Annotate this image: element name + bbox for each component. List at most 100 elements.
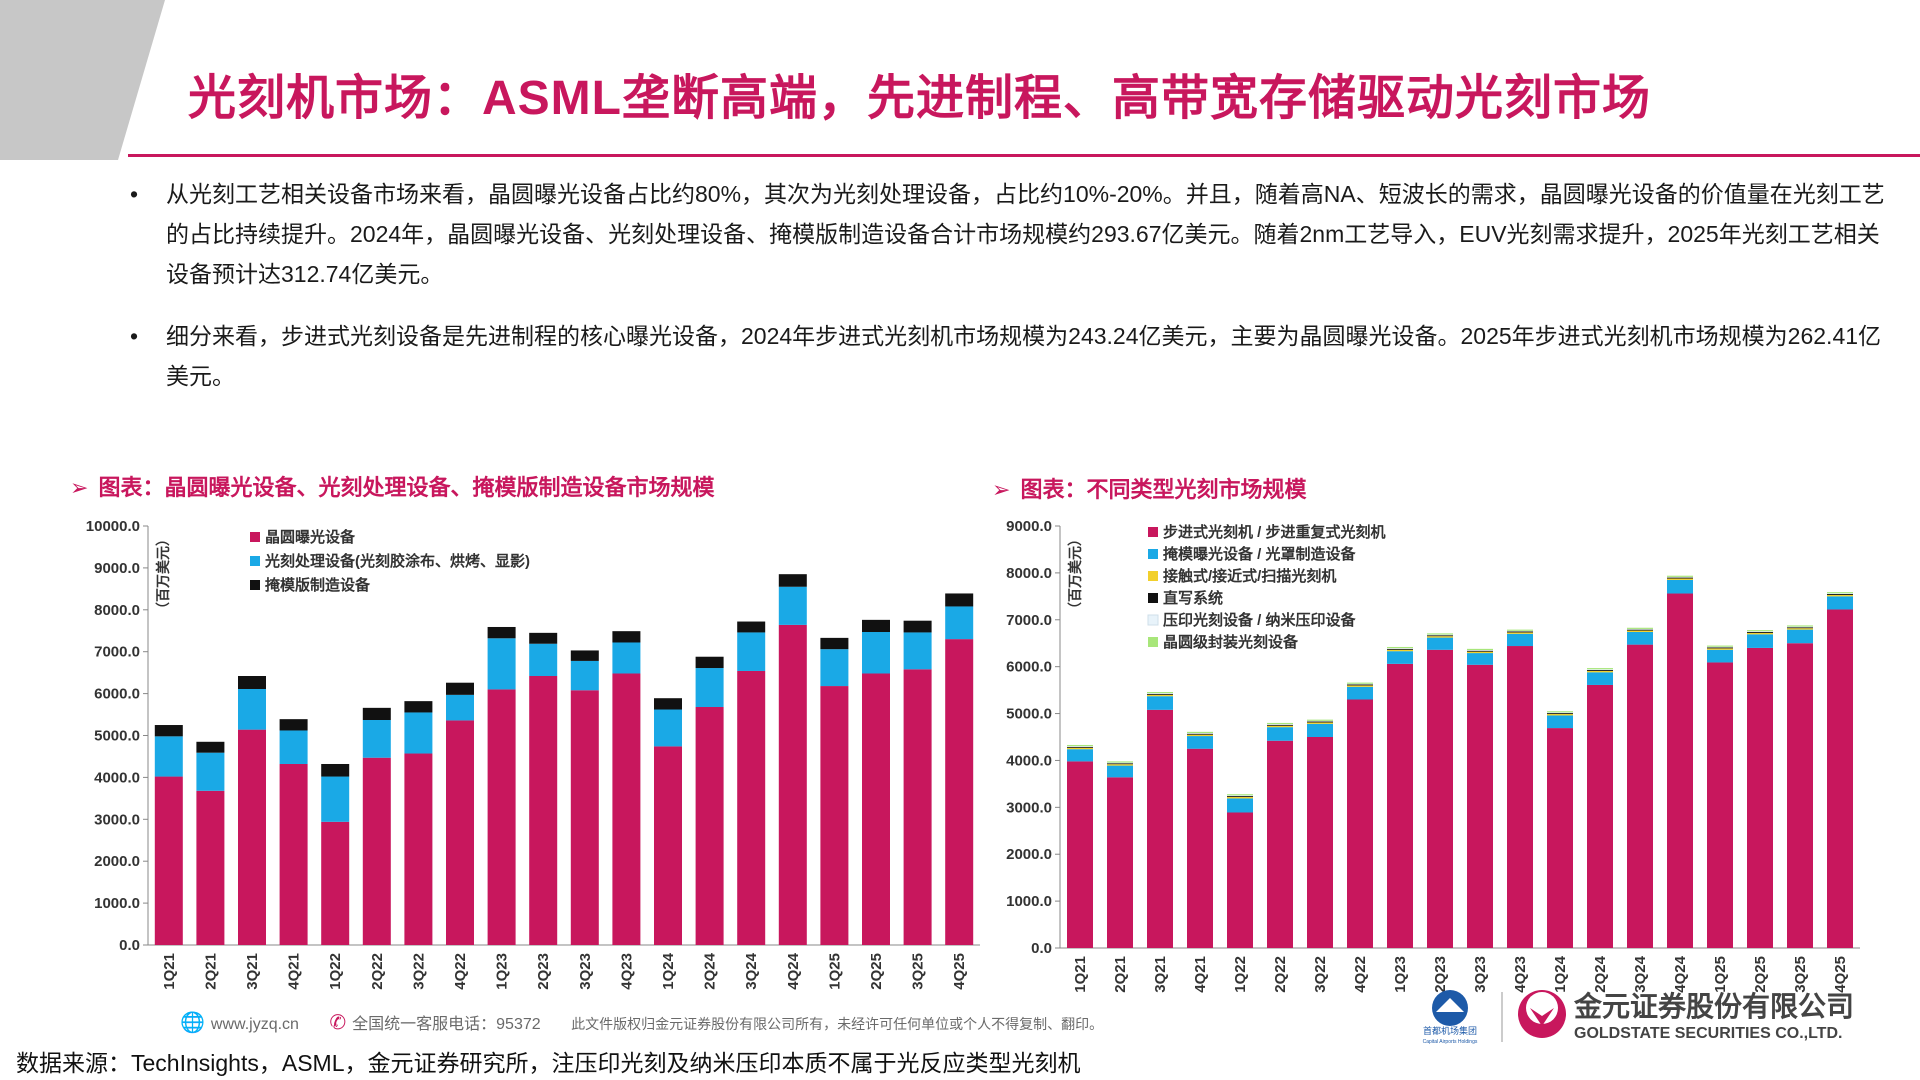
bar-segment-6 (1547, 711, 1573, 713)
y-tick-label: 2000.0 (1006, 846, 1052, 863)
bar-segment-3 (1587, 670, 1613, 673)
x-tick-label: 1Q25 (826, 953, 843, 990)
phone-icon: ✆ (329, 1012, 347, 1034)
chart-2-title: ➢ 图表：不同类型光刻市场规模 (992, 472, 1306, 504)
bar-segment-5 (1227, 795, 1253, 797)
bar-segment-5 (1587, 669, 1613, 670)
legend-label: 直写系统 (1163, 589, 1223, 607)
bar-segment-5 (1747, 631, 1773, 632)
bar-segment-3 (1747, 632, 1773, 635)
x-tick-label: 1Q23 (494, 953, 511, 990)
bar-segment-3 (820, 637, 849, 650)
bar-segment-6 (1467, 648, 1493, 651)
bar-segment-6 (1107, 761, 1133, 763)
page-title: 光刻机市场：ASML垄断高端，先进制程、高带宽存储驱动光刻市场 (188, 72, 1651, 125)
x-tick-label: 1Q25 (1712, 956, 1729, 993)
bar-segment-4 (1267, 724, 1293, 726)
bar-segment-1 (1187, 748, 1213, 948)
legend-swatch (1148, 549, 1158, 559)
bar-segment-2 (820, 649, 849, 687)
bar-segment-6 (1307, 719, 1333, 721)
x-tick-label: 4Q23 (1512, 956, 1529, 993)
bar-segment-6 (1707, 645, 1733, 647)
bar-segment-5 (1507, 630, 1533, 632)
company-logo: 首都机场集团 Capital Airports Holdings 金元证券股份有… (1402, 986, 1920, 1046)
bar-segment-3 (778, 574, 807, 587)
bar-segment-4 (1547, 713, 1573, 715)
bar-segment-2 (1827, 596, 1853, 610)
legend-swatch (1148, 571, 1158, 581)
bar-segment-2 (1547, 715, 1573, 729)
x-tick-label: 2Q21 (1112, 956, 1129, 993)
bar-segment-4 (1067, 746, 1093, 748)
y-tick-label: 2000.0 (94, 853, 140, 870)
x-tick-label: 3Q24 (743, 952, 760, 989)
bar-segment-1 (737, 670, 766, 945)
title-divider (128, 154, 1920, 157)
bar-segment-2 (321, 776, 350, 822)
bar-segment-2 (1507, 633, 1533, 647)
y-tick-label: 4000.0 (1006, 752, 1052, 769)
bar-segment-1 (1267, 740, 1293, 948)
group-name: 首都机场集团 (1423, 1025, 1477, 1036)
x-tick-label: 4Q22 (452, 953, 469, 990)
y-tick-label: 4000.0 (94, 769, 140, 786)
bar-segment-5 (1147, 693, 1173, 694)
x-tick-label: 3Q25 (910, 953, 927, 990)
bar-segment-2 (1107, 765, 1133, 778)
x-tick-label: 4Q23 (618, 953, 635, 990)
bar-segment-3 (1267, 725, 1293, 728)
bar-segment-4 (1107, 763, 1133, 765)
x-tick-label: 4Q21 (1192, 956, 1209, 993)
bar-segment-2 (1067, 749, 1093, 762)
bar-segment-5 (1387, 648, 1413, 649)
bar-segment-3 (1507, 632, 1533, 634)
bar-segment-1 (1747, 647, 1773, 948)
bar-segment-6 (1187, 731, 1213, 734)
bar-segment-1 (1387, 663, 1413, 948)
x-tick-label: 3Q22 (410, 953, 427, 990)
bar-segment-5 (1187, 733, 1213, 734)
bullet-item: • 细分来看，步进式光刻设备是先进制程的核心曝光设备，2024年步进式光刻机市场… (130, 316, 1890, 396)
bar-segment-3 (654, 698, 682, 710)
bar-segment-4 (1587, 669, 1613, 671)
company-name-en: GOLDSTATE SECURITIES CO.,LTD. (1574, 1025, 1842, 1042)
bar-segment-6 (1067, 744, 1093, 747)
bar-segment-5 (1827, 593, 1853, 594)
bar-segment-1 (820, 686, 849, 945)
bar-segment-3 (945, 593, 974, 607)
bar-segment-3 (612, 631, 641, 643)
bar-segment-2 (1187, 736, 1213, 749)
x-tick-label: 1Q24 (660, 952, 677, 989)
bar-segment-4 (1387, 648, 1413, 650)
x-tick-label: 3Q22 (1312, 956, 1329, 993)
bar-segment-3 (1147, 694, 1173, 697)
bar-segment-3 (1547, 714, 1573, 716)
chart-2-title-text: 图表：不同类型光刻市场规模 (1020, 477, 1307, 502)
bullet-dot: • (130, 323, 139, 349)
legend-label: 光刻处理设备(光刻胶涂布、烘烤、显影) (264, 552, 530, 570)
bar-segment-3 (529, 632, 558, 644)
y-tick-label: 7000.0 (94, 644, 140, 661)
bar-segment-1 (654, 746, 682, 945)
globe-icon: 🌐 (180, 1012, 205, 1034)
bar-segment-1 (404, 753, 433, 945)
data-source: 数据来源：TechInsights，ASML，金元证券研究所，注压印光刻及纳米压… (16, 1050, 1081, 1076)
bar-segment-1 (321, 821, 350, 945)
footer-hotline: 全国统一客服电话：95372 (352, 1016, 541, 1033)
bar-segment-3 (1107, 764, 1133, 766)
bar-segment-6 (1387, 646, 1413, 649)
y-tick-label: 5000.0 (94, 728, 140, 745)
bar-segment-2 (1267, 727, 1293, 741)
bar-segment-1 (1667, 593, 1693, 948)
bar-segment-2 (1227, 798, 1253, 813)
x-tick-label: 1Q24 (1552, 955, 1569, 992)
bar-segment-3 (1427, 636, 1453, 638)
x-tick-label: 4Q24 (785, 952, 802, 989)
bar-segment-2 (154, 736, 183, 777)
y-tick-label: 0.0 (119, 937, 140, 954)
bar-segment-2 (654, 709, 682, 747)
bar-segment-2 (695, 668, 724, 708)
goldstate-logo-icon (1518, 990, 1566, 1038)
corner-decoration (0, 0, 165, 160)
